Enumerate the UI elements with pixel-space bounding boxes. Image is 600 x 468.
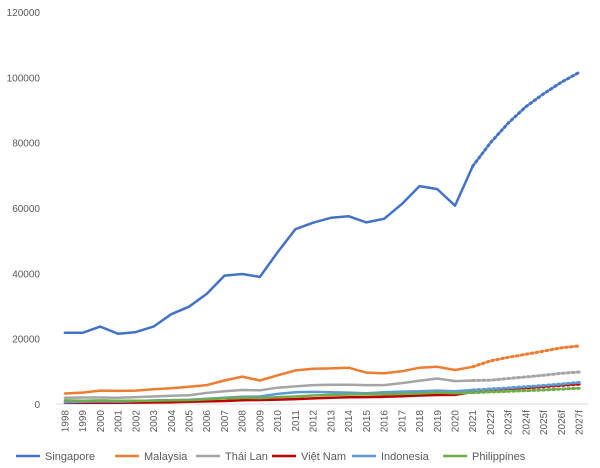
series-line-forecast xyxy=(471,370,581,382)
x-tick-label: 2007 xyxy=(220,410,231,433)
x-axis: 1998 1999 2000 2001 2002 2003 2004 2005 2006 2007… xyxy=(56,403,588,435)
series-thái-lan xyxy=(63,370,581,400)
x-tick-label: 2021 xyxy=(468,410,479,433)
x-tick-label: 2026f xyxy=(557,410,568,435)
x-tick-label: 2016 xyxy=(380,410,391,433)
series-line-forecast xyxy=(471,344,581,369)
series-singapore xyxy=(63,70,581,336)
legend-item: Singapore xyxy=(16,451,95,463)
legend-item: Malaysia xyxy=(115,451,188,463)
x-tick-label: 2010 xyxy=(273,410,284,433)
legend-label: Việt Nam xyxy=(301,451,346,463)
legend-label: Indonesia xyxy=(381,451,430,463)
series-line-actual xyxy=(63,377,474,400)
x-tick-label: 1999 xyxy=(78,410,89,433)
series-line-forecast xyxy=(471,382,581,394)
y-tick-label: 80000 xyxy=(12,139,40,150)
x-tick-label: 2025f xyxy=(539,410,550,435)
series-line-actual xyxy=(63,164,474,336)
legend: Singapore Malaysia Thái Lan Việt Nam Indones… xyxy=(16,451,526,463)
legend-item: Indonesia xyxy=(352,451,430,463)
x-tick-label: 2003 xyxy=(149,410,160,433)
series-line-actual xyxy=(63,365,474,395)
x-tick-label: 2011 xyxy=(291,410,302,432)
legend-label: Thái Lan xyxy=(225,451,268,463)
legend-label: Singapore xyxy=(45,451,95,463)
x-tick-label: 2004 xyxy=(167,410,178,433)
y-tick-label: 100000 xyxy=(7,73,41,84)
y-axis: 0 20000 40000 60000 80000 100000 120000 xyxy=(7,8,41,411)
x-tick-label: 2017 xyxy=(397,410,408,433)
x-tick-label: 2020 xyxy=(451,410,462,433)
series-malaysia xyxy=(63,344,581,395)
series-line-actual xyxy=(63,391,474,402)
y-tick-label: 120000 xyxy=(7,8,41,19)
legend-item: Philippines xyxy=(443,451,526,463)
x-tick-label: 2014 xyxy=(344,410,355,433)
y-tick-label: 60000 xyxy=(12,204,40,215)
x-tick-label: 2000 xyxy=(96,410,107,433)
x-tick-label: 1998 xyxy=(60,410,71,433)
legend-label: Philippines xyxy=(472,451,526,463)
x-tick-label: 2002 xyxy=(131,410,142,433)
x-tick-label: 2005 xyxy=(185,410,196,433)
x-tick-label: 2018 xyxy=(415,410,426,433)
x-tick-label: 2013 xyxy=(326,410,337,433)
x-tick-label: 2019 xyxy=(433,410,444,433)
legend-item: Thái Lan xyxy=(196,451,268,463)
x-tick-label: 2008 xyxy=(238,410,249,433)
series-line-forecast xyxy=(471,70,581,168)
plot-area xyxy=(63,70,581,405)
y-tick-label: 20000 xyxy=(12,335,40,346)
x-tick-label: 2027f xyxy=(575,410,586,435)
x-tick-label: 2023f xyxy=(504,410,515,435)
series-line-forecast xyxy=(471,386,581,395)
series-line-forecast xyxy=(471,380,581,392)
x-tick-label: 2012 xyxy=(309,410,320,433)
legend-label: Malaysia xyxy=(144,451,188,463)
x-tick-label: 2006 xyxy=(202,410,213,433)
series-việt-nam xyxy=(63,382,581,405)
x-tick-label: 2001 xyxy=(114,410,125,433)
x-tick-label: 2024f xyxy=(521,410,532,435)
y-tick-label: 40000 xyxy=(12,269,40,280)
series-philippines xyxy=(63,386,581,402)
x-tick-label: 2015 xyxy=(362,410,373,433)
y-tick-label: 0 xyxy=(34,400,40,411)
legend-item: Việt Nam xyxy=(272,451,346,463)
x-tick-label: 2022f xyxy=(486,410,497,435)
x-tick-label: 2009 xyxy=(255,410,266,433)
series-line-actual xyxy=(63,390,474,405)
